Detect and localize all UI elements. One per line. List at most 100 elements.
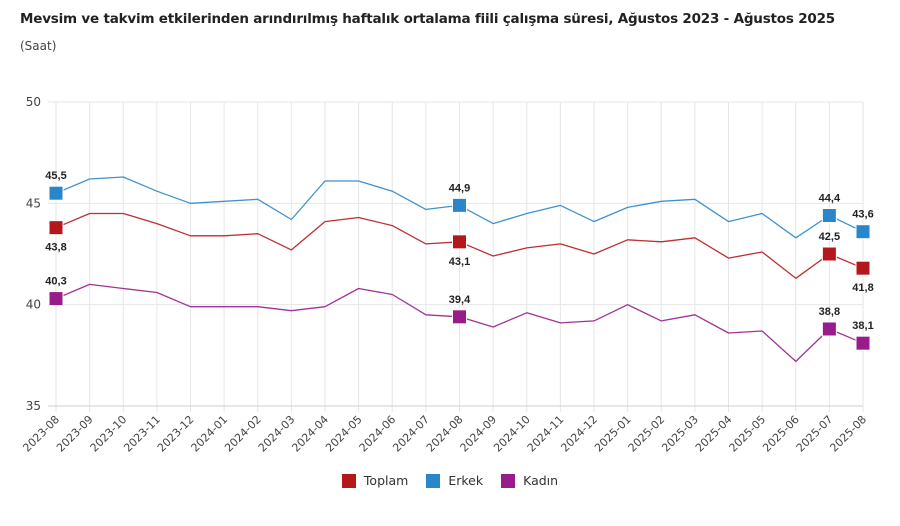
legend-item-toplam[interactable]: Toplam	[341, 473, 409, 488]
series-markers	[48, 178, 871, 363]
legend-swatch-kadin	[501, 473, 516, 488]
point-toplam	[324, 221, 326, 223]
point-kadin	[391, 294, 393, 296]
point-toplam	[425, 243, 427, 245]
point-erkek	[593, 221, 595, 223]
data-label-toplam: 42,5	[819, 231, 840, 243]
marker-toplam	[855, 260, 871, 276]
point-erkek	[391, 190, 393, 192]
y-tick-label: 40	[26, 298, 41, 312]
point-erkek	[694, 198, 696, 200]
point-toplam	[257, 233, 259, 235]
point-kadin	[425, 314, 427, 316]
data-label-kadin: 40,3	[45, 276, 66, 288]
legend-label-toplam: Toplam	[363, 473, 409, 488]
x-axis: 2023-082023-092023-102023-112023-122024-…	[20, 413, 869, 455]
point-erkek	[526, 213, 528, 215]
data-label-kadin: 38,1	[852, 320, 873, 332]
data-label-erkek: 44,4	[819, 192, 841, 204]
data-label-erkek: 45,5	[45, 170, 66, 182]
point-kadin	[156, 292, 158, 294]
point-erkek	[89, 178, 91, 180]
data-label-erkek: 44,9	[449, 182, 470, 194]
point-toplam	[694, 237, 696, 239]
point-toplam	[593, 253, 595, 255]
point-kadin	[795, 361, 797, 363]
point-kadin	[291, 310, 293, 312]
point-erkek	[728, 221, 730, 223]
point-toplam	[89, 213, 91, 215]
marker-kadin	[452, 309, 467, 325]
y-tick-label: 45	[26, 196, 41, 210]
marker-erkek	[855, 224, 871, 240]
point-toplam	[291, 249, 293, 251]
point-toplam	[795, 278, 797, 280]
point-kadin	[324, 306, 326, 308]
point-kadin	[257, 306, 259, 308]
point-erkek	[660, 201, 662, 203]
point-kadin	[560, 322, 562, 324]
gridlines	[48, 101, 864, 412]
point-erkek	[492, 223, 494, 225]
point-toplam	[358, 217, 360, 219]
line-chart: 35 40 45 50 2023-082023-092023-102023-11202…	[20, 95, 873, 455]
marker-toplam	[821, 246, 837, 262]
point-toplam	[223, 235, 225, 237]
point-kadin	[122, 288, 124, 290]
point-toplam	[190, 235, 192, 237]
data-label-toplam: 41,8	[852, 282, 873, 294]
point-kadin	[492, 326, 494, 328]
point-erkek	[223, 201, 225, 203]
legend-item-erkek[interactable]: Erkek	[426, 473, 483, 488]
point-erkek	[156, 190, 158, 192]
marker-erkek	[821, 207, 837, 223]
y-tick-label: 50	[26, 95, 41, 109]
marker-kadin	[855, 335, 871, 351]
point-toplam	[526, 247, 528, 249]
point-toplam	[560, 243, 562, 245]
point-kadin	[526, 312, 528, 314]
point-erkek	[560, 205, 562, 207]
point-erkek	[257, 198, 259, 200]
y-tick-label: 35	[26, 399, 41, 413]
point-toplam	[728, 257, 730, 259]
point-toplam	[660, 241, 662, 243]
point-kadin	[190, 306, 192, 308]
legend-label-kadin: Kadın	[523, 473, 559, 488]
chart-title: Mevsim ve takvim etkilerinden arındırılm…	[20, 11, 835, 27]
point-kadin	[694, 314, 696, 316]
chart-subtitle: (Saat)	[20, 39, 57, 53]
point-toplam	[391, 225, 393, 227]
point-kadin	[728, 332, 730, 334]
data-label-kadin: 39,4	[449, 294, 471, 306]
point-toplam	[627, 239, 629, 241]
data-label-kadin: 38,8	[819, 306, 840, 318]
point-toplam	[122, 213, 124, 215]
marker-erkek	[48, 185, 64, 201]
y-axis: 35 40 45 50	[26, 95, 41, 413]
point-kadin	[761, 330, 763, 332]
point-kadin	[358, 288, 360, 290]
marker-toplam	[452, 234, 467, 250]
point-erkek	[627, 207, 629, 209]
legend-label-erkek: Erkek	[448, 473, 484, 488]
point-erkek	[324, 180, 326, 182]
point-kadin	[627, 304, 629, 306]
marker-kadin	[48, 291, 64, 307]
data-labels: 43,8 43,1 42,5 41,8 45,5 44,9 44,4 43,6 40,3 39,4…	[45, 170, 873, 332]
point-erkek	[291, 219, 293, 221]
point-kadin	[89, 284, 91, 286]
point-toplam	[492, 255, 494, 257]
x-tick-label: 2025-08	[827, 413, 869, 455]
point-kadin	[223, 306, 225, 308]
point-kadin	[660, 320, 662, 322]
legend-item-kadin[interactable]: Kadın	[501, 473, 558, 488]
point-erkek	[761, 213, 763, 215]
data-label-erkek: 43,6	[852, 209, 873, 221]
data-label-toplam: 43,1	[449, 256, 470, 268]
point-toplam	[156, 223, 158, 225]
point-toplam	[761, 251, 763, 253]
point-erkek	[425, 209, 427, 211]
legend-swatch-erkek	[426, 473, 441, 488]
legend: Toplam Erkek Kadın	[0, 473, 900, 488]
